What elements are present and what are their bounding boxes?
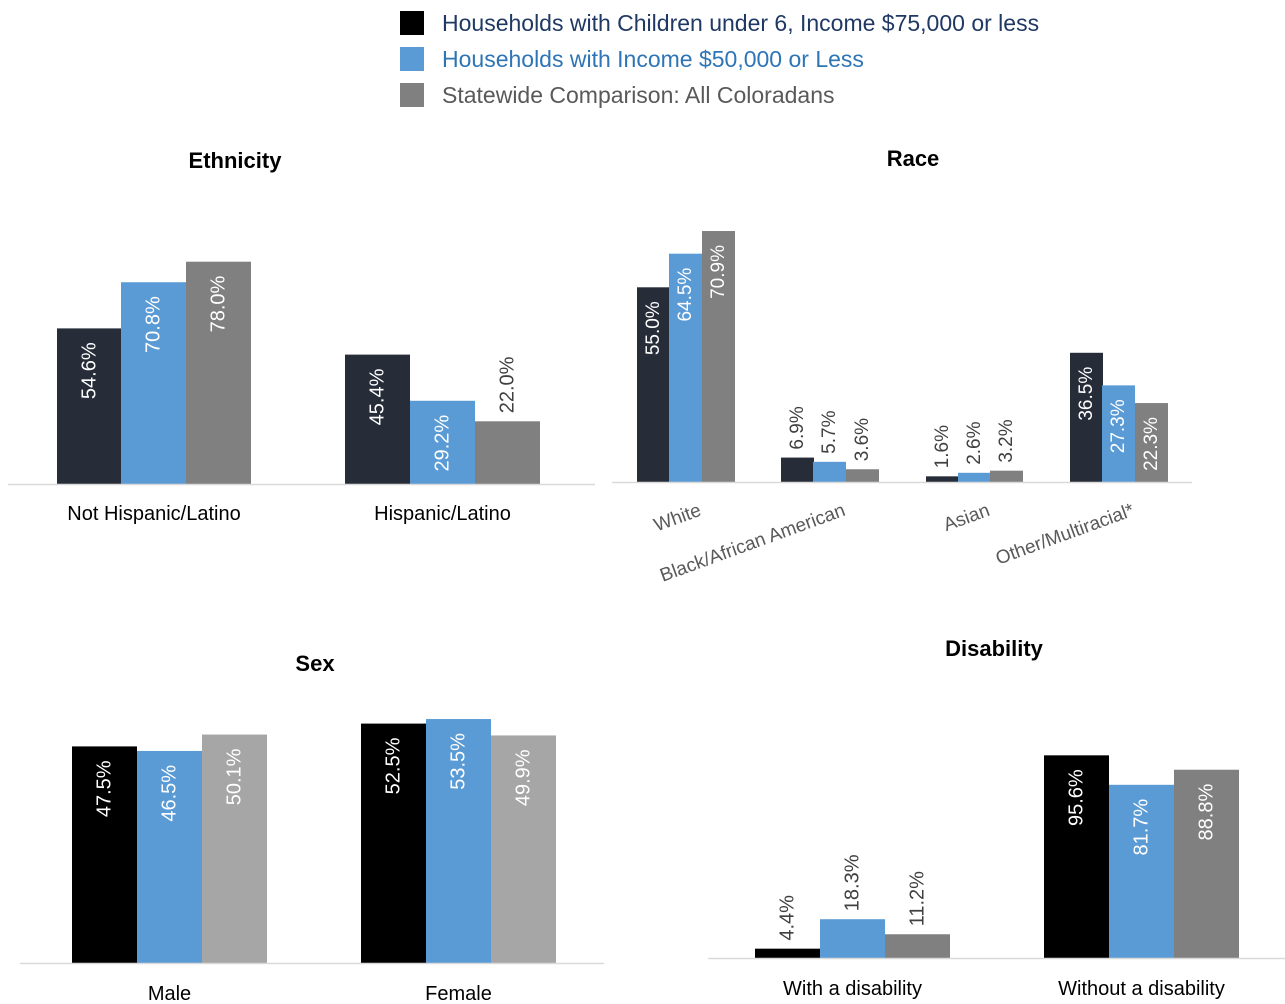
race-value-label-black-african-american-s3: 3.6% [852, 418, 873, 461]
legend-item-statewide: Statewide Comparison: All Coloradans [400, 77, 1039, 113]
ethnicity-value-label-not-hispanic-latino-s3: 78.0% [208, 275, 230, 332]
sex-value-label-male-s3: 50.1% [224, 748, 246, 805]
sex-bar-male-s2 [137, 750, 202, 963]
legend-swatch-income-50000 [400, 47, 424, 71]
sex-category-label-male: Male [148, 983, 191, 1004]
sex-value-label-female-s3: 49.9% [513, 749, 535, 806]
disability-bar-with-a-disability-s3 [885, 934, 950, 958]
ethnicity-value-label-hispanic-latino-s3: 22.0% [497, 356, 519, 413]
ethnicity-category-label-hispanic-latino: Hispanic/Latino [374, 503, 511, 525]
ethnicity-category-label-not-hispanic-latino: Not Hispanic/Latino [67, 503, 240, 525]
disability-chart-title: Disability [945, 636, 1044, 661]
legend-swatch-children-under-6 [400, 11, 424, 35]
race-category-label-white: White [651, 500, 704, 536]
legend-item-income-50000: Households with Income $50,000 or Less [400, 41, 1039, 77]
disability-bar-with-a-disability-s2 [820, 919, 885, 958]
sex-value-label-female-s2: 53.5% [448, 733, 470, 790]
ethnicity-bar-hispanic-latino-s1 [345, 354, 410, 484]
disability-value-label-without-a-disability-s2: 81.7% [1131, 799, 1153, 856]
race-bar-asian-s2 [958, 472, 991, 482]
race-bar-asian-s3 [990, 470, 1023, 482]
sex-value-label-male-s1: 47.5% [94, 760, 116, 817]
legend-label-statewide: Statewide Comparison: All Coloradans [442, 81, 835, 108]
race-bar-black-african-american-s3 [846, 469, 879, 482]
disability-bar-without-a-disability-s2 [1109, 784, 1174, 958]
ethnicity-chart: Ethnicity 54.6% 45.4% 70.8% 29.2% 78.0% 22.0% N… [8, 148, 595, 525]
sex-value-label-male-s2: 46.5% [159, 765, 181, 822]
sex-bar-female-s1 [361, 723, 426, 963]
sex-bar-male-s3 [202, 734, 267, 963]
disability-bar-with-a-disability-s1 [755, 948, 820, 958]
race-value-label-white-s3: 70.9% [708, 245, 729, 299]
ethnicity-value-label-hispanic-latino-s2: 29.2% [432, 415, 454, 472]
legend-label-children-under-6: Households with Children under 6, Income… [442, 9, 1040, 36]
disability-value-label-with-a-disability-s3: 11.2% [907, 871, 929, 926]
chart-legend: Households with Children under 6, Income… [400, 5, 1039, 113]
race-value-label-black-african-american-s2: 5.7% [819, 410, 840, 453]
legend-swatch-statewide [400, 83, 424, 107]
race-bar-other-multiracial-s1 [1070, 352, 1103, 482]
ethnicity-value-label-not-hispanic-latino-s1: 54.6% [79, 342, 101, 399]
race-value-label-black-african-american-s1: 6.9% [787, 406, 808, 449]
sex-chart-title: Sex [295, 651, 335, 676]
ethnicity-value-label-not-hispanic-latino-s2: 70.8% [143, 296, 165, 353]
race-value-label-white-s1: 55.0% [643, 301, 664, 355]
race-value-label-asian-s1: 1.6% [932, 425, 953, 468]
race-value-label-asian-s3: 3.2% [996, 419, 1017, 462]
sex-category-label-female: Female [425, 983, 492, 1004]
disability-category-label-without-a-disability: Without a disability [1058, 978, 1225, 1000]
race-value-label-other-multiracial-s1: 36.5% [1076, 367, 1097, 421]
ethnicity-value-label-hispanic-latino-s1: 45.4% [367, 368, 389, 425]
race-chart-title: Race [887, 146, 940, 171]
disability-category-label-with-a-disability: With a disability [783, 978, 922, 1000]
race-bar-other-multiracial-s2 [1102, 385, 1135, 482]
disability-value-label-with-a-disability-s1: 4.4% [777, 895, 799, 941]
race-value-label-white-s2: 64.5% [675, 268, 696, 322]
ethnicity-bar-not-hispanic-latino-s1 [57, 328, 122, 484]
race-bar-black-african-american-s2 [813, 461, 846, 482]
race-value-label-other-multiracial-s2: 27.3% [1108, 399, 1129, 453]
disability-value-label-without-a-disability-s3: 88.8% [1196, 784, 1218, 841]
race-bar-white-s2 [669, 253, 702, 482]
sex-bar-female-s3 [491, 735, 556, 963]
ethnicity-chart-title: Ethnicity [189, 148, 283, 173]
race-bar-white-s3 [702, 231, 735, 482]
race-bar-asian-s1 [926, 476, 959, 482]
sex-value-label-female-s1: 52.5% [383, 737, 405, 794]
ethnicity-bar-hispanic-latino-s2 [410, 400, 475, 484]
race-bar-other-multiracial-s3 [1135, 403, 1168, 482]
sex-bar-female-s2 [426, 719, 491, 963]
sex-chart: Sex 47.5% 52.5% 46.5% 53.5% 50.1% 49.9% Male Fem… [20, 651, 604, 1004]
disability-chart: Disability 4.4% 95.6% 18.3% 81.7% 11.2% 88.8% W… [708, 636, 1285, 1000]
ethnicity-bar-hispanic-latino-s3 [475, 421, 540, 484]
disability-bar-without-a-disability-s1 [1044, 755, 1109, 958]
race-chart: Race 55.0% 6.9% 1.6% 36.5% 64.5% 5.7% 2.6% 27.3%… [612, 146, 1192, 587]
disability-value-label-without-a-disability-s1: 95.6% [1066, 769, 1088, 826]
ethnicity-bar-not-hispanic-latino-s2 [121, 282, 186, 484]
race-bar-black-african-american-s1 [781, 457, 814, 482]
race-value-label-asian-s2: 2.6% [964, 421, 985, 464]
race-category-label-other-multiracial: Other/Multiracial* [993, 500, 1138, 570]
disability-bar-without-a-disability-s3 [1174, 769, 1239, 958]
sex-bar-male-s1 [72, 746, 137, 963]
legend-label-income-50000: Households with Income $50,000 or Less [442, 45, 864, 72]
race-value-label-other-multiracial-s3: 22.3% [1141, 417, 1162, 471]
race-category-label-asian: Asian [941, 500, 993, 536]
legend-item-children-under-6: Households with Children under 6, Income… [400, 5, 1039, 41]
race-bar-white-s1 [637, 287, 670, 482]
ethnicity-bar-not-hispanic-latino-s3 [186, 261, 251, 484]
disability-value-label-with-a-disability-s2: 18.3% [842, 854, 864, 911]
